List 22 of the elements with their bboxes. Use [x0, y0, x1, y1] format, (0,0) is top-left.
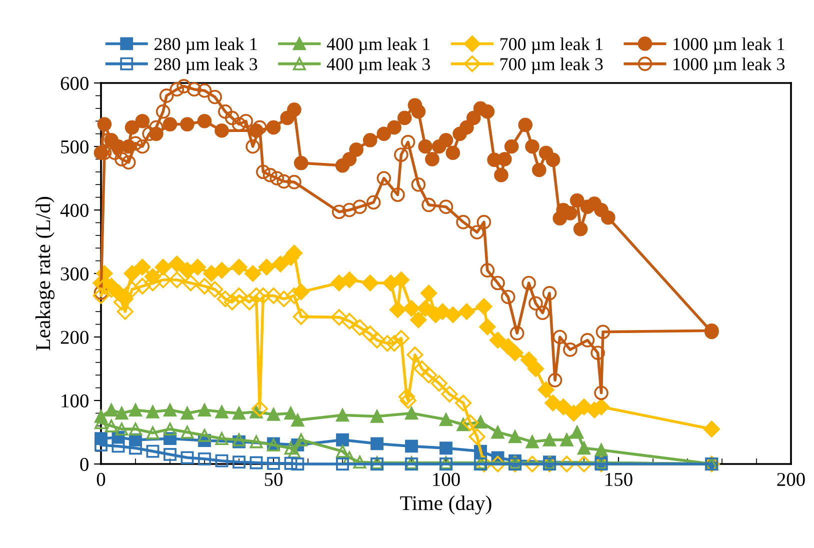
y-tick-label: 600	[60, 76, 88, 90]
y-tick-label: 0	[80, 458, 88, 471]
x-tick-label: 50	[264, 472, 282, 486]
y-tick-label: 100	[62, 394, 88, 408]
legend-label: 400 µm leak 3	[326, 58, 430, 74]
y-tick-label: 500	[61, 140, 88, 154]
y-tick-label: 300	[60, 267, 88, 280]
x-tick-label: 0	[96, 472, 106, 486]
y-tick-label: 200	[60, 330, 88, 344]
legend-label: 400 µm leak 1	[326, 38, 430, 54]
legend-label: 280 µm leak 3	[154, 58, 258, 74]
legend-label: 700 µm leak 1	[500, 38, 602, 54]
x-tick-label: 200	[777, 472, 805, 486]
x-tick-label: 100	[433, 472, 460, 486]
legend-label: 280 µm leak 1	[154, 38, 257, 54]
legend-label: 1000 µm leak 3	[674, 58, 785, 74]
y-axis-title: Leakage rate (L/d)	[36, 196, 54, 350]
x-axis-title: Time (day)	[400, 496, 492, 514]
legend-label: 700 µm leak 3	[500, 58, 603, 74]
x-tick-label: 150	[606, 472, 632, 486]
y-tick-label: 400	[60, 204, 88, 217]
legend-label: 1000 µm leak 1	[674, 38, 784, 54]
